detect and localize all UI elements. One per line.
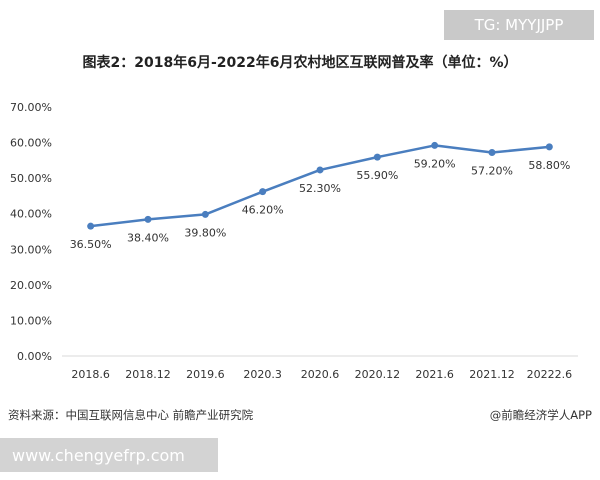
y-tick-label: 10.00% — [10, 314, 52, 327]
y-tick-label: 40.00% — [10, 208, 52, 221]
data-label: 38.40% — [127, 231, 169, 244]
data-label: 57.20% — [471, 165, 513, 178]
data-label: 52.30% — [299, 182, 341, 195]
chart-title: 图表2：2018年6月-2022年6月农村地区互联网普及率（单位：%） — [82, 55, 518, 71]
x-tick-label: 2019.6 — [186, 368, 225, 381]
x-tick-label: 2018.6 — [71, 368, 110, 381]
url-banner: www.chengyefrp.com — [0, 438, 218, 472]
y-tick-label: 60.00% — [10, 137, 52, 150]
data-point — [545, 143, 553, 151]
x-tick-label: 2018.12 — [125, 368, 171, 381]
y-tick-label: 30.00% — [10, 243, 52, 256]
y-tick-label: 70.00% — [10, 101, 52, 114]
x-tick-label: 2021.6 — [415, 368, 454, 381]
x-tick-label: 20222.6 — [527, 368, 573, 381]
data-label: 59.20% — [414, 157, 456, 170]
data-label: 39.80% — [184, 226, 226, 239]
data-point — [316, 166, 324, 174]
data-point — [201, 210, 209, 218]
data-label: 58.80% — [528, 159, 570, 172]
data-point — [431, 141, 439, 149]
chart-area: 0.00% 10.00% 20.00% 30.00% 40.00% 50.00% 60.00… — [0, 90, 600, 390]
x-tick-label: 2020.12 — [355, 368, 401, 381]
source-note: 资料来源：中国互联网信息中心 前瞻产业研究院 — [8, 408, 254, 422]
data-label: 55.90% — [356, 169, 398, 182]
tg-badge: TG: MYYJJPP — [444, 10, 594, 40]
data-point — [373, 153, 381, 161]
y-tick-label: 20.00% — [10, 279, 52, 292]
line-chart: 0.00% 10.00% 20.00% 30.00% 40.00% 50.00% 60.00… — [10, 101, 578, 381]
y-tick-label: 0.00% — [17, 350, 52, 363]
y-tick-label: 50.00% — [10, 172, 52, 185]
data-point — [87, 222, 95, 230]
data-label: 46.20% — [242, 204, 284, 217]
data-label: 36.50% — [70, 238, 112, 251]
x-tick-label: 2020.3 — [243, 368, 282, 381]
data-point — [144, 215, 152, 223]
app-credit: @前瞻经济学人APP — [489, 408, 592, 422]
data-point — [488, 149, 496, 157]
x-tick-label: 2020.6 — [301, 368, 340, 381]
x-tick-label: 2021.12 — [469, 368, 515, 381]
data-point — [259, 188, 267, 196]
